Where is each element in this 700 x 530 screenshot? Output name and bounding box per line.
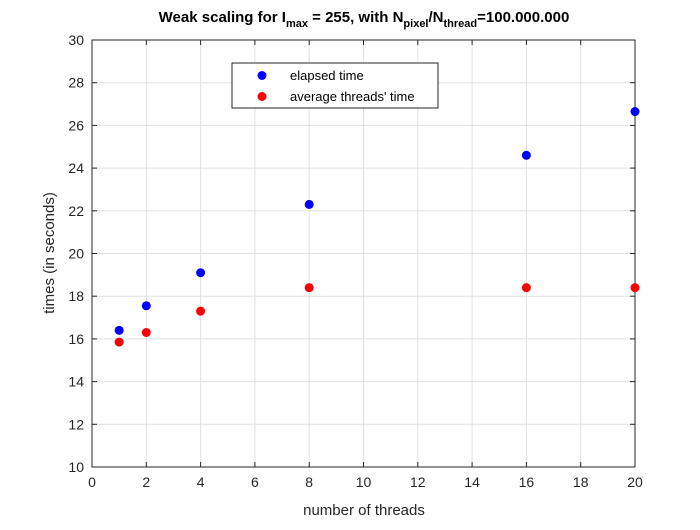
y-tick-label: 12 [68,416,84,432]
data-points [114,107,640,347]
legend-label-elapsed-time: elapsed time [290,68,364,83]
grid-lines [92,40,635,467]
x-axis-label: number of threads [303,502,425,519]
y-tick-label: 26 [68,117,84,133]
title-segment: Weak scaling for I [159,9,286,26]
title-segment: /N [429,9,444,26]
x-tick-label: 14 [464,474,480,490]
x-tick-label: 2 [142,474,150,490]
legend: elapsed time average threads' time [231,62,439,109]
title-subscript: max [286,18,309,30]
x-tick-label: 18 [573,474,589,490]
y-tick-label: 14 [68,374,84,390]
data-point [114,337,124,347]
y-tick-label: 20 [68,246,84,262]
x-tick-label: 6 [251,474,259,490]
x-tick-label: 20 [627,474,643,490]
title-segment: = 255, with N [308,9,403,26]
data-point [521,150,531,160]
chart-title: Weak scaling for Imax = 255, with Npixel… [159,9,570,30]
data-point [141,327,151,337]
data-point [521,283,531,293]
data-point [196,306,206,316]
x-tick-label: 4 [197,474,205,490]
data-point [630,107,640,117]
y-tick-label: 16 [68,331,84,347]
data-point [630,283,640,293]
data-point [196,268,206,278]
y-tick-label: 18 [68,288,84,304]
legend-marker-elapsed-time [257,71,267,80]
title-subscript: thread [444,18,478,30]
y-tick-label: 28 [68,75,84,91]
data-point [304,199,314,209]
data-point [114,325,124,335]
x-tick-label: 10 [356,474,372,490]
x-tick-label: 8 [305,474,313,490]
axes [91,39,636,468]
y-tick-label: 30 [68,32,84,48]
y-tick-label: 22 [68,203,84,219]
y-tick-label: 10 [68,459,84,475]
legend-marker-average-threads-time [257,92,267,101]
y-tick-label: 24 [68,160,84,176]
legend-box [231,62,439,109]
series-0 [114,107,640,335]
data-point [141,301,151,311]
x-tick-label: 0 [88,474,96,490]
x-tick-label: 16 [519,474,535,490]
data-point [304,283,314,293]
series-1 [114,283,640,347]
title-subscript: pixel [403,18,428,30]
legend-label-average-threads-time: average threads' time [290,89,415,104]
title-segment: =100.000.000 [477,9,569,26]
x-tick-label: 12 [410,474,426,490]
y-axis-label: times (in seconds) [41,192,58,314]
